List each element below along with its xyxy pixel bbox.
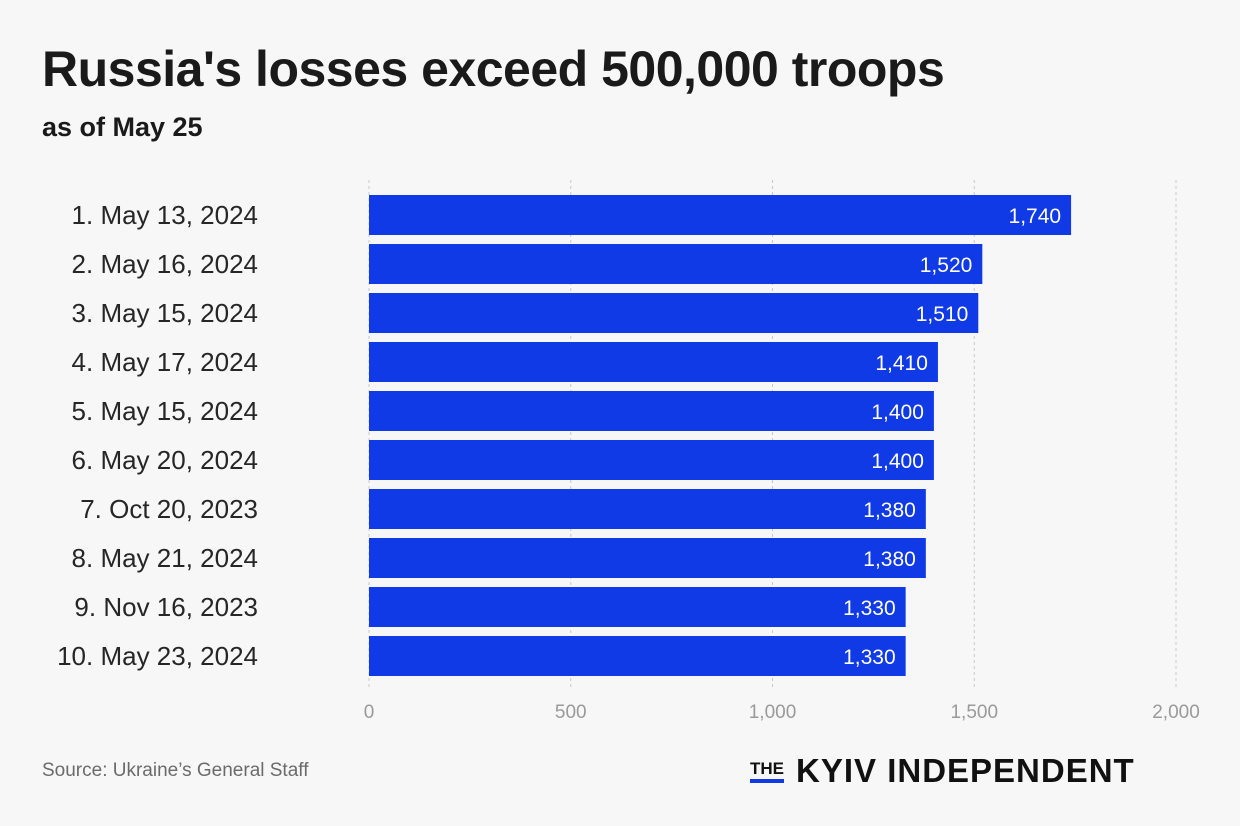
value-label: 1,740 xyxy=(1009,205,1062,228)
category-label: 9. Nov 16, 2023 xyxy=(74,592,258,622)
chart-subtitle: as of May 25 xyxy=(42,112,203,142)
source-note: Source: Ukraine’s General Staff xyxy=(42,760,309,781)
value-label: 1,330 xyxy=(843,597,896,620)
bar xyxy=(369,244,983,284)
x-tick-label: 2,000 xyxy=(1152,702,1200,723)
bar xyxy=(369,587,906,627)
category-label: 3. May 15, 2024 xyxy=(72,298,258,328)
bar xyxy=(369,440,934,480)
value-label: 1,330 xyxy=(843,646,896,669)
x-tick-label: 1,000 xyxy=(749,702,797,723)
category-label: 7. Oct 20, 2023 xyxy=(80,494,258,524)
kyiv-independent-logo: THE KYIV INDEPENDENT xyxy=(750,752,1135,790)
value-label: 1,510 xyxy=(916,303,969,326)
bar xyxy=(369,342,938,382)
category-label: 6. May 20, 2024 xyxy=(72,445,258,475)
logo-name-text: KYIV INDEPENDENT xyxy=(796,752,1135,789)
bar xyxy=(369,636,906,676)
x-tick-label: 500 xyxy=(555,702,587,723)
value-label: 1,410 xyxy=(875,352,928,375)
value-label: 1,380 xyxy=(863,548,916,571)
x-tick-label: 0 xyxy=(364,702,375,723)
value-label: 1,400 xyxy=(871,401,924,424)
bar xyxy=(369,391,934,431)
bar xyxy=(369,489,926,529)
value-label: 1,520 xyxy=(920,254,973,277)
category-label: 2. May 16, 2024 xyxy=(72,249,258,279)
category-label: 10. May 23, 2024 xyxy=(57,641,258,671)
category-label: 8. May 21, 2024 xyxy=(72,543,258,573)
value-label: 1,400 xyxy=(871,450,924,473)
category-label: 1. May 13, 2024 xyxy=(72,200,258,230)
category-label: 5. May 15, 2024 xyxy=(72,396,258,426)
bar xyxy=(369,195,1072,235)
chart-title: Russia's losses exceed 500,000 troops xyxy=(42,41,945,97)
x-tick-label: 1,500 xyxy=(950,702,998,723)
value-label: 1,380 xyxy=(863,499,916,522)
category-label: 4. May 17, 2024 xyxy=(72,347,258,377)
logo-the-text: THE xyxy=(750,759,784,783)
bar xyxy=(369,293,979,333)
bar xyxy=(369,538,926,578)
